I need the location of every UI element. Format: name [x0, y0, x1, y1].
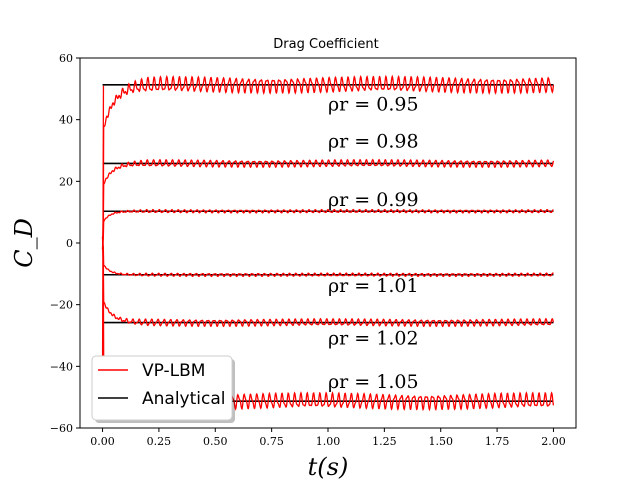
y-tick-label: −60	[50, 422, 73, 435]
vplbm-curve	[101, 236, 555, 328]
x-tick-label: 2.00	[541, 435, 566, 448]
legend: VP-LBM Analytical	[91, 355, 235, 423]
x-tick-label: 0.00	[90, 435, 115, 448]
y-tick-label: 0	[66, 237, 73, 250]
y-axis-ticks: −60 −40 −20 0 20 40 60	[50, 52, 80, 435]
legend-analytical-label: Analytical	[142, 389, 225, 409]
x-tick-label: 1.00	[316, 435, 341, 448]
rho-annotation: ρr = 0.95	[328, 93, 419, 115]
vplbm-curve	[101, 236, 554, 278]
rho-annotation: ρr = 0.98	[328, 130, 419, 152]
legend-box	[91, 355, 233, 421]
x-tick-label: 1.75	[485, 435, 510, 448]
x-tick-label: 0.25	[147, 435, 172, 448]
x-axis-ticks: 0.00 0.25 0.50 0.75 1.00 1.25 1.50 1.75 2.00	[90, 428, 566, 448]
rho-annotation: ρr = 1.05	[328, 371, 419, 393]
rho-annotation: ρr = 1.02	[328, 328, 419, 350]
x-tick-label: 1.25	[372, 435, 397, 448]
rho-annotation: ρr = 0.99	[328, 189, 419, 211]
vplbm-curve	[101, 74, 555, 250]
rho-annotation: ρr = 1.01	[328, 275, 419, 297]
x-tick-label: 1.50	[428, 435, 453, 448]
chart-title: Drag Coefficient	[273, 37, 378, 52]
y-tick-label: 60	[59, 52, 73, 65]
y-tick-label: 40	[59, 114, 73, 127]
legend-vplbm-label: VP-LBM	[142, 361, 205, 381]
x-tick-label: 0.50	[203, 435, 228, 448]
y-tick-label: −40	[50, 360, 73, 373]
plot-lines	[101, 74, 555, 412]
y-tick-label: −20	[50, 299, 73, 312]
vplbm-curve	[101, 158, 555, 250]
rho-annotations: ρr = 0.95 ρr = 0.98 ρr = 0.99 ρr = 1.01 ρr =…	[328, 93, 419, 393]
x-axis-label: t(s)	[308, 453, 349, 480]
x-tick-label: 0.75	[259, 435, 284, 448]
initial-transient	[101, 85, 105, 367]
y-tick-label: 20	[59, 175, 73, 188]
vplbm-curve	[101, 208, 554, 250]
y-axis-label: C_D	[10, 218, 38, 268]
